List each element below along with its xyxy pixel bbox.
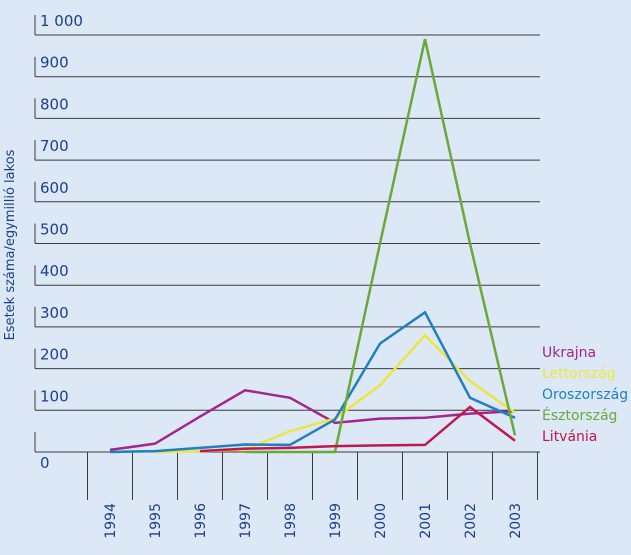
y-tick-label: 600 bbox=[40, 179, 69, 197]
y-tick-label: 1 000 bbox=[40, 12, 83, 30]
y-tick-label: 800 bbox=[40, 95, 69, 113]
legend-label: Oroszország bbox=[542, 387, 628, 403]
x-tick-label: 2001 bbox=[418, 503, 434, 539]
y-tick-label: 100 bbox=[40, 387, 69, 405]
y-tick-label: 700 bbox=[40, 137, 69, 155]
x-tick-label: 1995 bbox=[148, 503, 164, 539]
x-tick-label: 1996 bbox=[193, 503, 209, 539]
y-tick-label: 900 bbox=[40, 54, 69, 72]
x-tick-label: 1994 bbox=[103, 503, 119, 539]
x-tick-label: 2000 bbox=[373, 503, 389, 539]
series-line bbox=[245, 38, 517, 454]
series-line bbox=[199, 405, 516, 453]
x-tick-label: 1999 bbox=[328, 503, 344, 539]
y-tick-label: 500 bbox=[40, 221, 69, 239]
y-tick-label: 0 bbox=[40, 454, 50, 472]
legend-label: Lettország bbox=[542, 366, 616, 382]
x-tick-label: 2002 bbox=[463, 503, 479, 539]
x-tick-label: 1998 bbox=[283, 503, 299, 539]
series-line bbox=[109, 310, 516, 454]
y-tick-label: 400 bbox=[40, 262, 69, 280]
series-line bbox=[154, 333, 516, 454]
x-tick-label: 2003 bbox=[508, 503, 524, 539]
legend-label: Ukrajna bbox=[542, 345, 596, 361]
y-tick-label: 200 bbox=[40, 346, 69, 364]
legend-label: Litvánia bbox=[542, 429, 597, 445]
series-line bbox=[109, 388, 516, 452]
x-tick-label: 1997 bbox=[238, 503, 254, 539]
legend-label: Észtország bbox=[542, 407, 617, 424]
y-tick-label: 300 bbox=[40, 304, 69, 322]
y-axis-label: Esetek száma/egymillió lakos bbox=[3, 149, 18, 340]
